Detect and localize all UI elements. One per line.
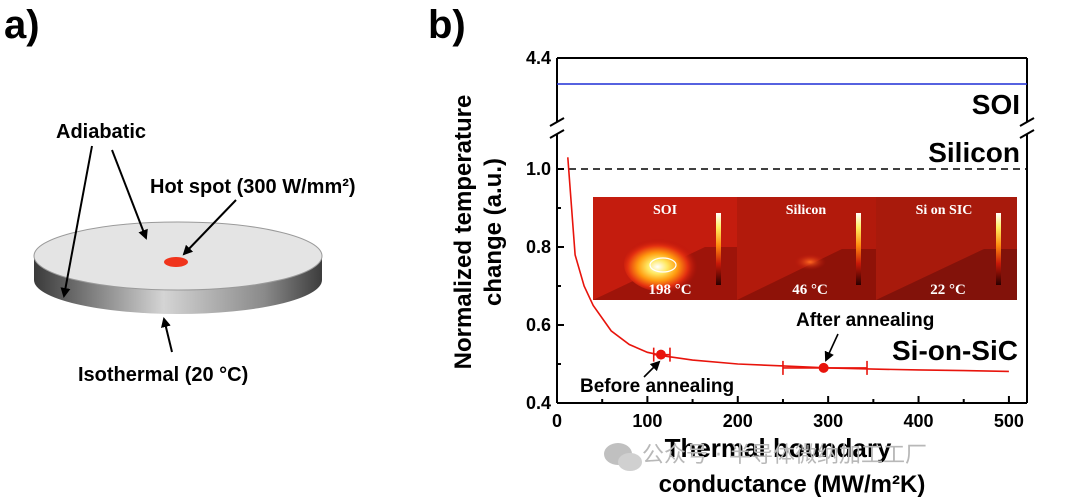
adiabatic-arrow-top xyxy=(111,149,148,240)
x-tick-label-400: 400 xyxy=(904,411,934,431)
inset-soi-temp: 198 °C xyxy=(648,282,691,298)
y-tick-label-0.8: 0.8 xyxy=(526,237,551,257)
inset-sic-temp: 22 °C xyxy=(930,282,966,298)
after-annealing-label: After annealing xyxy=(796,310,934,331)
inset-thermal-maps: SOI 198 °C Silicon 46 °C Si on SIC 22 °C xyxy=(593,197,1017,300)
break-right-2 xyxy=(1019,129,1035,139)
x-axis-label-line1: Thermal boundary xyxy=(665,433,892,463)
adiabatic-arrow-edge xyxy=(60,145,93,298)
break-right-1 xyxy=(1019,117,1035,127)
y-axis-label-line2: change (a.u.) xyxy=(480,158,507,306)
y-tick-label-0.6: 0.6 xyxy=(526,315,551,335)
wechat-icon xyxy=(604,443,642,471)
markers-layer xyxy=(652,347,868,375)
break-left-1 xyxy=(549,117,565,127)
plot-frame xyxy=(556,57,1028,404)
disk-top xyxy=(33,221,323,291)
watermark-text: 公众号 · 半导体微纳加工工厂 xyxy=(642,443,927,468)
y-tick-label-0.4: 0.4 xyxy=(526,393,551,413)
isothermal-label: Isothermal (20 °C) xyxy=(78,364,248,386)
inset-silicon-substrate xyxy=(737,249,876,300)
panel-b-label: b) xyxy=(428,3,466,47)
before-annealing-label: Before annealing xyxy=(580,376,734,397)
inset-soi-colorbar xyxy=(716,213,721,285)
inset-soi: SOI 198 °C xyxy=(593,197,737,300)
axis-break-marks xyxy=(549,117,1035,139)
panel-a-label: a) xyxy=(4,3,40,47)
y-axis-label-line1: Normalized temperature xyxy=(450,95,477,370)
isothermal-arrow xyxy=(161,317,173,353)
hot-spot xyxy=(164,257,188,267)
after-annealing-arrow xyxy=(824,333,839,362)
marker-point-0 xyxy=(655,349,666,360)
series-line-si-on-sic xyxy=(567,157,1009,373)
inset-si-on-sic: Si on SIC 22 °C xyxy=(876,197,1017,300)
inset-silicon-title: Silicon xyxy=(786,203,827,218)
hotspot-label: Hot spot (300 W/mm²) xyxy=(150,176,356,198)
inset-silicon-temp: 46 °C xyxy=(792,282,828,298)
inset-sic-title: Si on SIC xyxy=(916,203,973,218)
y-tick-label-1.0: 1.0 xyxy=(526,159,551,179)
adiabatic-label: Adiabatic xyxy=(56,121,146,143)
disk xyxy=(33,221,323,314)
before-annealing-arrow xyxy=(643,360,661,378)
inset-silicon-hotspot xyxy=(794,254,826,270)
inset-sic-colorbar xyxy=(996,213,1001,285)
inset-soi-contour xyxy=(649,257,677,273)
inset-sic-substrate xyxy=(876,249,1017,300)
hotspot-arrow xyxy=(182,199,237,256)
si-on-sic-label: Si-on-SiC xyxy=(892,335,1018,366)
silicon-label: Silicon xyxy=(928,137,1020,168)
inset-soi-hotspot xyxy=(624,236,704,292)
inset-silicon: Silicon 46 °C xyxy=(737,197,876,300)
break-left-2 xyxy=(549,129,565,139)
x-axis-label-line2: conductance (MW/m²K) xyxy=(659,471,926,498)
x-tick-label-500: 500 xyxy=(994,411,1024,431)
watermark: 公众号 · 半导体微纳加工工厂 xyxy=(604,443,927,471)
x-tick-label-0: 0 xyxy=(552,411,562,431)
x-tick-label-300: 300 xyxy=(813,411,843,431)
x-tick-label-200: 200 xyxy=(723,411,753,431)
x-tick-label-100: 100 xyxy=(632,411,662,431)
ticks-layer: 0 100 200 300 400 500 0.4 0.6 0.8 1.0 4.4 xyxy=(526,48,1024,431)
inset-silicon-colorbar xyxy=(856,213,861,285)
inset-soi-title: SOI xyxy=(653,203,677,218)
marker-point-1 xyxy=(818,362,829,373)
y-axis-label: Normalized temperature change (a.u.) xyxy=(450,95,507,370)
y-tick-label-4.4: 4.4 xyxy=(526,48,551,68)
soi-label: SOI xyxy=(972,89,1020,120)
